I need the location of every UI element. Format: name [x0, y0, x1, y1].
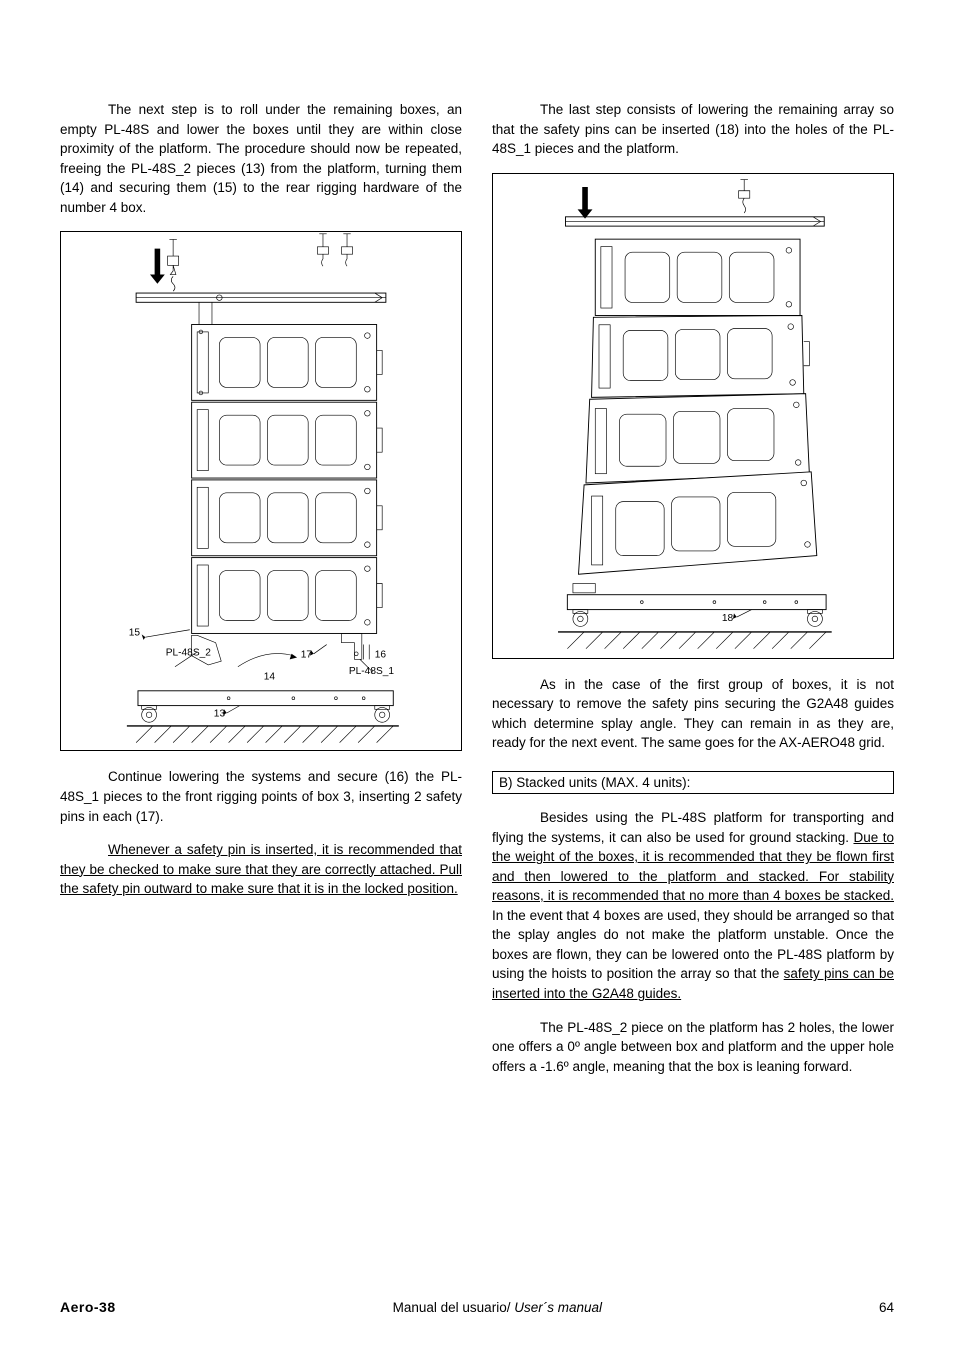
callout-16: 16: [364, 645, 387, 661]
platform: [138, 691, 393, 722]
footer-title-plain: Manual del usuario/: [393, 1300, 515, 1315]
svg-text:16: 16: [375, 650, 387, 661]
footer-title: Manual del usuario/ User´s manual: [393, 1300, 602, 1315]
svg-text:18: 18: [722, 612, 734, 623]
speaker-box-2: [592, 315, 810, 397]
section-heading-stacked: B) Stacked units (MAX. 4 units):: [492, 771, 894, 794]
pl48s-1-piece-icon: [341, 634, 361, 660]
left-column: The next step is to roll under the remai…: [60, 100, 462, 1090]
page-footer: Aero-38 Manual del usuario/ User´s manua…: [60, 1299, 894, 1315]
down-arrow-icon: [578, 187, 593, 219]
speaker-box-3: [586, 393, 809, 482]
ground-hatch: [127, 726, 399, 743]
svg-text:PL-48S_1: PL-48S_1: [349, 667, 395, 678]
p3-part-a: Besides using the PL-48S platform for tr…: [492, 810, 894, 845]
right-para-3: Besides using the PL-48S platform for tr…: [492, 808, 894, 1004]
speaker-box-4: [192, 558, 383, 634]
callout-18: 18: [722, 609, 752, 623]
speaker-box-2: [192, 403, 383, 479]
right-para-2: As in the case of the first group of box…: [492, 675, 894, 753]
speaker-box-4: [579, 472, 817, 574]
speaker-box-1: [192, 325, 383, 401]
callout-14: 14: [264, 672, 276, 683]
callout-15: 15: [129, 628, 190, 641]
left-para-3: Whenever a safety pin is inserted, it is…: [60, 840, 462, 899]
footer-page-number: 64: [879, 1300, 894, 1315]
hoist-left-icon: [168, 240, 179, 292]
hoist-icon: [739, 179, 750, 213]
label-pl48s-1: PL-48S_1: [349, 660, 395, 678]
ground-hatch: [558, 632, 832, 649]
callout-13: 13: [214, 706, 240, 720]
svg-text:PL-48S_2: PL-48S_2: [166, 648, 212, 659]
left-para-1: The next step is to roll under the remai…: [60, 100, 462, 217]
speaker-box-1: [595, 239, 800, 315]
svg-text:15: 15: [129, 628, 141, 639]
figure-2-diagram: 18: [492, 173, 894, 659]
figure-1-diagram: 15 PL-48S_2 17 16 14: [60, 231, 462, 751]
two-column-layout: The next step is to roll under the remai…: [60, 100, 894, 1090]
footer-brand: Aero-38: [60, 1299, 116, 1315]
label-pl48s-2: PL-48S_2: [166, 648, 212, 667]
left-para-2: Continue lowering the systems and secure…: [60, 767, 462, 826]
callout-17: 17: [301, 645, 327, 661]
right-para-4: The PL-48S_2 piece on the platform has 2…: [492, 1018, 894, 1077]
hoist-right-group-icon: [317, 234, 352, 266]
right-para-1: The last step consists of lowering the r…: [492, 100, 894, 159]
down-arrow-icon: [150, 249, 165, 284]
speaker-box-3: [192, 480, 383, 556]
platform: [567, 583, 826, 626]
right-column: The last step consists of lowering the r…: [492, 100, 894, 1090]
footer-title-italic: User´s manual: [514, 1300, 602, 1315]
